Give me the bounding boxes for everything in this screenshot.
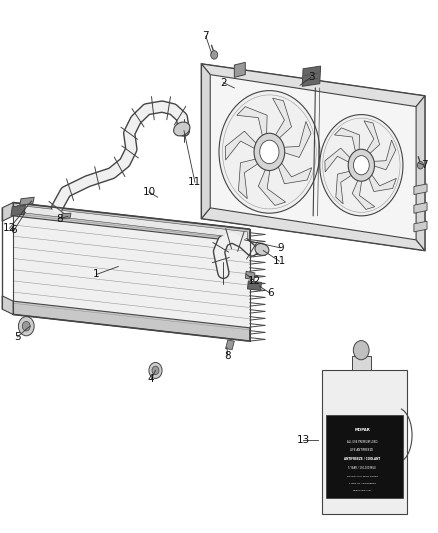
- Polygon shape: [326, 415, 403, 498]
- Polygon shape: [322, 370, 407, 514]
- Polygon shape: [201, 64, 425, 107]
- Circle shape: [254, 133, 285, 171]
- Polygon shape: [2, 296, 13, 314]
- Polygon shape: [336, 171, 354, 204]
- Polygon shape: [325, 148, 352, 172]
- Polygon shape: [237, 107, 267, 139]
- Polygon shape: [18, 205, 247, 239]
- Polygon shape: [258, 167, 286, 205]
- Polygon shape: [272, 98, 292, 140]
- Polygon shape: [13, 203, 250, 243]
- Polygon shape: [238, 158, 260, 199]
- Circle shape: [22, 321, 30, 331]
- Text: 10: 10: [142, 187, 155, 197]
- Circle shape: [149, 362, 162, 378]
- Polygon shape: [13, 203, 250, 341]
- Polygon shape: [245, 271, 255, 280]
- Text: 4: 4: [148, 375, 155, 384]
- Text: TYPES OF ANTIFREEZE: TYPES OF ANTIFREEZE: [349, 483, 375, 484]
- Polygon shape: [225, 131, 258, 160]
- Text: 9: 9: [277, 243, 284, 253]
- Text: ALL USE PREMIUM LONG: ALL USE PREMIUM LONG: [347, 440, 377, 443]
- Polygon shape: [247, 281, 261, 290]
- Text: 11: 11: [188, 177, 201, 187]
- Text: 5 YEAR / 150,000 MILE: 5 YEAR / 150,000 MILE: [348, 466, 376, 470]
- Polygon shape: [277, 160, 312, 184]
- Text: 3: 3: [307, 72, 314, 82]
- Text: ANTIFREEZE / COOLANT: ANTIFREEZE / COOLANT: [344, 457, 380, 461]
- Circle shape: [18, 317, 34, 336]
- Text: MOPAR: MOPAR: [354, 428, 370, 432]
- Text: 6: 6: [11, 225, 18, 235]
- Text: 1: 1: [93, 270, 100, 279]
- Polygon shape: [281, 122, 311, 157]
- Text: 8: 8: [56, 214, 63, 223]
- Circle shape: [219, 91, 320, 213]
- Ellipse shape: [173, 122, 190, 136]
- Circle shape: [211, 51, 218, 59]
- Circle shape: [260, 140, 279, 164]
- Text: 5: 5: [14, 332, 21, 342]
- Polygon shape: [13, 301, 250, 341]
- Text: www.mopar.com: www.mopar.com: [353, 490, 371, 491]
- Text: 2: 2: [220, 78, 227, 87]
- Text: 11: 11: [273, 256, 286, 266]
- Text: 7: 7: [420, 160, 427, 170]
- Polygon shape: [234, 62, 245, 77]
- Polygon shape: [352, 177, 375, 209]
- Circle shape: [353, 341, 369, 360]
- Polygon shape: [414, 221, 427, 232]
- Ellipse shape: [255, 244, 269, 255]
- Text: 7: 7: [202, 31, 209, 41]
- Polygon shape: [226, 340, 234, 350]
- Polygon shape: [20, 197, 34, 205]
- Polygon shape: [61, 213, 71, 219]
- Polygon shape: [364, 121, 380, 155]
- Circle shape: [417, 161, 424, 169]
- Polygon shape: [2, 203, 13, 221]
- Text: 12: 12: [248, 277, 261, 286]
- Polygon shape: [416, 96, 425, 251]
- Circle shape: [348, 149, 374, 181]
- Text: LIFE ANTIFREEZE: LIFE ANTIFREEZE: [350, 448, 374, 452]
- Text: 8: 8: [224, 351, 231, 361]
- Circle shape: [353, 156, 369, 175]
- Polygon shape: [335, 128, 360, 154]
- Polygon shape: [201, 64, 210, 219]
- Polygon shape: [371, 140, 396, 170]
- Polygon shape: [414, 203, 427, 213]
- Circle shape: [152, 366, 159, 375]
- Polygon shape: [414, 184, 427, 195]
- Polygon shape: [201, 208, 425, 251]
- Text: DO NOT MIX WITH OTHER: DO NOT MIX WITH OTHER: [346, 476, 378, 477]
- Polygon shape: [352, 356, 371, 370]
- Polygon shape: [11, 205, 25, 216]
- Polygon shape: [302, 66, 321, 86]
- Circle shape: [320, 115, 403, 216]
- Text: 13: 13: [297, 435, 310, 445]
- Text: 6: 6: [267, 288, 274, 298]
- Text: 12: 12: [3, 223, 16, 233]
- Polygon shape: [201, 64, 425, 251]
- Polygon shape: [368, 172, 396, 191]
